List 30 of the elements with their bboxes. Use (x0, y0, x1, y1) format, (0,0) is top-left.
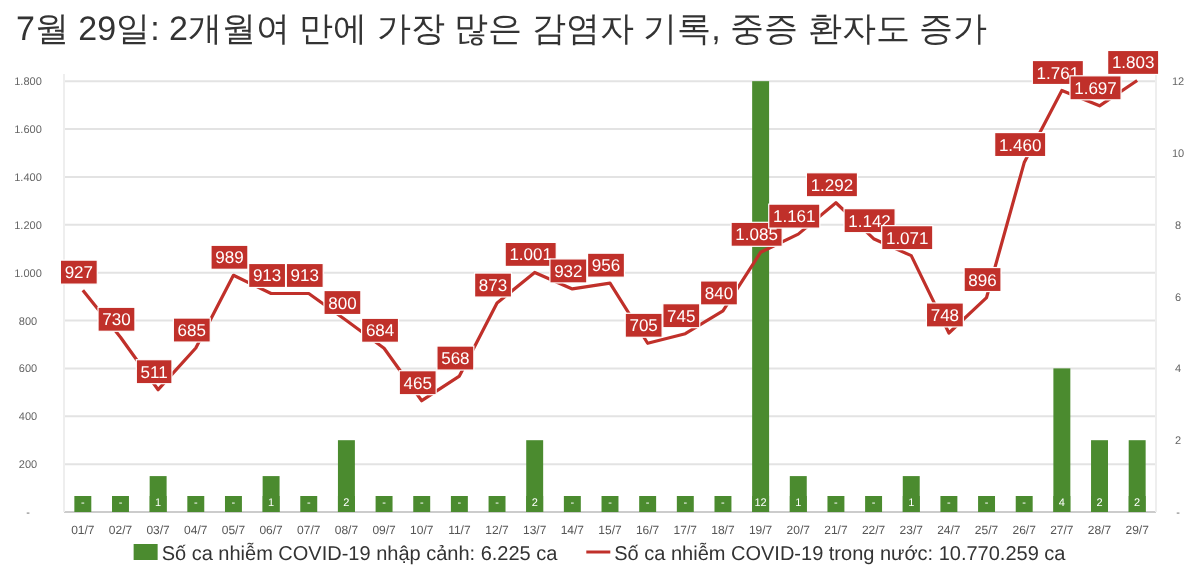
data-label: 913 (252, 265, 282, 286)
data-label: 800 (328, 292, 358, 313)
data-label: 927 (64, 262, 94, 283)
data-label: 748 (930, 304, 960, 325)
data-label: 568 (441, 348, 471, 369)
data-label: 932 (554, 260, 584, 281)
data-label: 913 (290, 265, 320, 286)
data-label: 745 (667, 305, 697, 326)
data-label: 1.803 (1111, 52, 1155, 73)
data-label: 465 (403, 372, 433, 393)
data-label: 1.292 (810, 174, 854, 195)
data-label: 956 (591, 255, 621, 276)
legend-label: Số ca nhiễm COVID-19 trong nước: 10.770.259 ca (614, 542, 1067, 566)
data-label: 896 (968, 269, 998, 290)
data-label: 873 (478, 275, 508, 296)
data-label: 1.460 (998, 134, 1043, 155)
data-label: 840 (704, 282, 734, 303)
data-label: 730 (102, 309, 132, 330)
data-label: 1.071 (885, 227, 930, 248)
data-label: 511 (140, 361, 169, 382)
data-label: 684 (365, 320, 395, 341)
chart-title: 7월 29일: 2개월여 만에 가장 많은 감염자 기록, 중증 환자도 증가 (16, 10, 987, 48)
data-label: 1.085 (735, 224, 779, 245)
data-label: 1.001 (509, 244, 553, 265)
data-label: 1.161 (772, 206, 817, 227)
data-label: 705 (629, 315, 659, 336)
data-label: 685 (177, 320, 207, 341)
data-label: 989 (215, 247, 245, 268)
legend-label: Số ca nhiễm COVID-19 nhập cảnh: 6.225 ca (161, 542, 559, 566)
data-label: 1.697 (1074, 77, 1118, 98)
